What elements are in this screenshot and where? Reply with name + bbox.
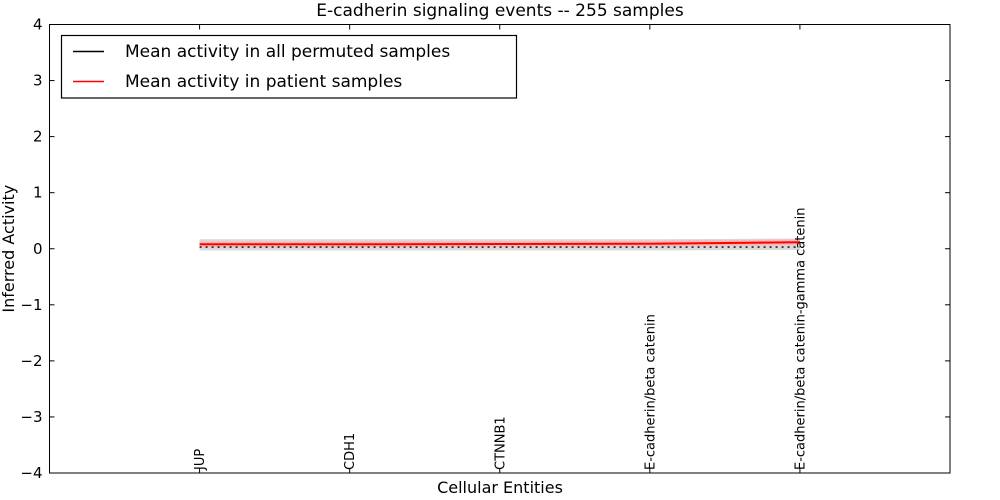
x-tick-label: E-cadherin/beta catenin bbox=[643, 314, 658, 470]
axis-ticks bbox=[49, 24, 950, 474]
y-tick-label: 2 bbox=[33, 128, 43, 146]
patient-mean-line bbox=[199, 241, 800, 246]
data-lines bbox=[199, 241, 800, 248]
y-tick-label: −1 bbox=[20, 296, 42, 314]
axis-tick-labels: 4 3 2 1 0 −1 −2 −3 −4 JUP CDH1 CTNNB1 E-cadherin/bet… bbox=[20, 16, 808, 483]
y-tick-label: −2 bbox=[20, 352, 42, 370]
x-axis-label: Cellular Entities bbox=[437, 478, 563, 497]
y-tick-label: 3 bbox=[33, 72, 43, 90]
x-tick-label: E-cadherin/beta catenin-gamma catenin bbox=[793, 208, 808, 470]
y-axis-label: Inferred Activity bbox=[0, 185, 18, 313]
legend: Mean activity in all permuted samples Me… bbox=[60, 34, 518, 99]
y-tick-label: −3 bbox=[20, 408, 42, 426]
legend-box bbox=[60, 34, 518, 99]
x-tick-label: JUP bbox=[193, 449, 208, 471]
y-tick-label: 1 bbox=[33, 184, 43, 202]
legend-label-patient: Mean activity in patient samples bbox=[125, 72, 402, 92]
legend-label-permuted: Mean activity in all permuted samples bbox=[125, 42, 450, 62]
x-tick-label: CTNNB1 bbox=[493, 416, 508, 470]
y-tick-label: −4 bbox=[20, 464, 42, 482]
y-tick-label: 0 bbox=[33, 240, 43, 258]
x-tick-label: CDH1 bbox=[343, 433, 358, 470]
chart-title: E-cadherin signaling events -- 255 sampl… bbox=[316, 1, 684, 21]
y-tick-label: 4 bbox=[33, 16, 43, 34]
